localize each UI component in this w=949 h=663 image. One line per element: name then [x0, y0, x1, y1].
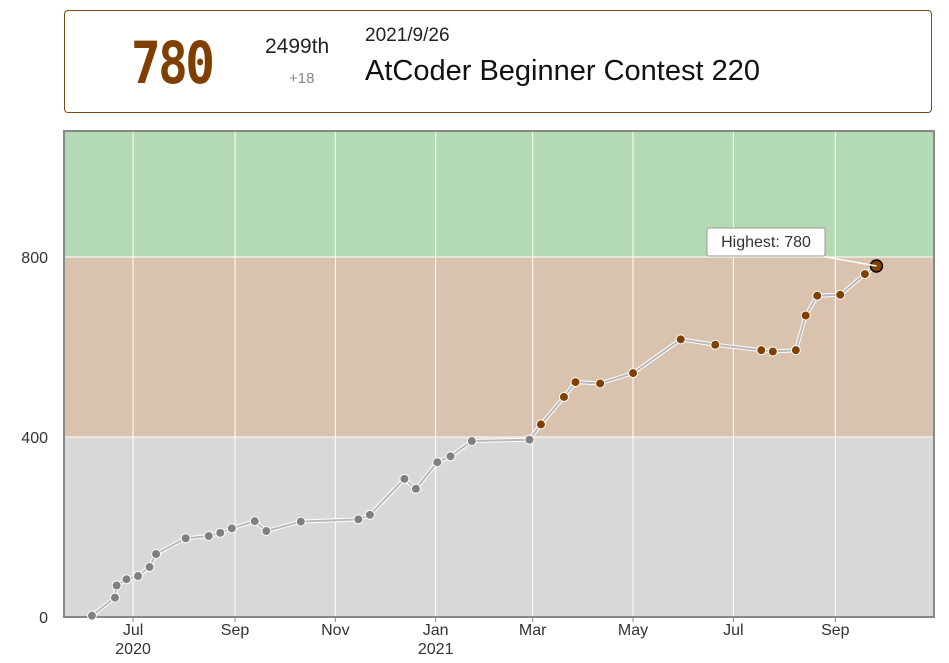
data-point-13 — [295, 516, 306, 527]
x-tick-label-2: Nov — [321, 622, 349, 639]
data-point-25 — [595, 378, 606, 389]
data-point-17 — [410, 483, 421, 494]
data-point-31 — [790, 345, 801, 356]
highest-label: Highest: 780 — [721, 234, 811, 251]
x-tick-year-0: 2020 — [115, 641, 151, 658]
data-point-20 — [466, 436, 477, 447]
data-point-15 — [364, 509, 375, 520]
data-point-16 — [399, 473, 410, 484]
rating-value: 780 — [131, 29, 215, 97]
data-point-19 — [445, 451, 456, 462]
data-point-6 — [151, 549, 162, 559]
highest-label-box — [706, 227, 826, 257]
x-tick-label-5: May — [618, 622, 648, 639]
x-tick-label-0: Jul — [123, 622, 143, 639]
contest-date: 2021/9/26 — [365, 25, 450, 46]
data-point-7 — [180, 533, 191, 544]
contest-name: AtCoder Beginner Contest 220 — [365, 55, 760, 87]
data-point-26 — [628, 368, 639, 379]
x-tick-label-7: Sep — [821, 622, 850, 639]
y-tick-label-2: 800 — [21, 250, 48, 267]
data-point-0 — [86, 610, 97, 621]
y-tick-label-1: 400 — [21, 430, 48, 447]
data-point-9 — [215, 527, 226, 538]
contest-status-box: 780 2499th +18 2021/9/26 AtCoder Beginne… — [64, 10, 932, 113]
plot-frame — [63, 130, 935, 618]
data-point-21 — [524, 434, 535, 445]
data-point-11 — [249, 516, 260, 527]
x-tick-label-4: Mar — [519, 622, 547, 639]
data-point-2 — [111, 580, 122, 591]
data-point-35 — [859, 269, 870, 280]
data-point-12 — [261, 526, 272, 537]
data-point-29 — [756, 345, 767, 356]
data-point-30 — [767, 346, 778, 357]
data-point-23 — [558, 391, 569, 402]
x-tick-label-1: Sep — [221, 622, 250, 639]
y-tick-label-0: 0 — [39, 610, 48, 627]
x-tick-label-3: Jan — [423, 622, 449, 639]
data-point-8 — [203, 531, 214, 541]
data-point-3 — [121, 574, 132, 585]
data-point-10 — [226, 523, 237, 534]
x-tick-label-6: Jul — [723, 622, 743, 639]
data-point-4 — [133, 571, 144, 582]
data-point-27 — [675, 334, 686, 345]
rating-diff: +18 — [289, 70, 315, 87]
data-point-18 — [432, 457, 443, 468]
rating-band-1 — [64, 257, 934, 437]
data-point-14 — [353, 514, 364, 525]
highest-connector — [820, 255, 877, 267]
data-point-24 — [570, 377, 581, 388]
data-point-34 — [835, 289, 846, 300]
data-point-28 — [710, 339, 721, 350]
place-rank: 2499th — [265, 35, 330, 58]
data-point-22 — [535, 419, 546, 430]
data-point-1 — [109, 592, 120, 603]
data-point-33 — [812, 290, 823, 301]
data-point-5 — [144, 562, 155, 573]
data-point-32 — [800, 310, 811, 321]
rating-band-0 — [64, 437, 934, 617]
x-tick-year-3: 2021 — [418, 641, 454, 658]
